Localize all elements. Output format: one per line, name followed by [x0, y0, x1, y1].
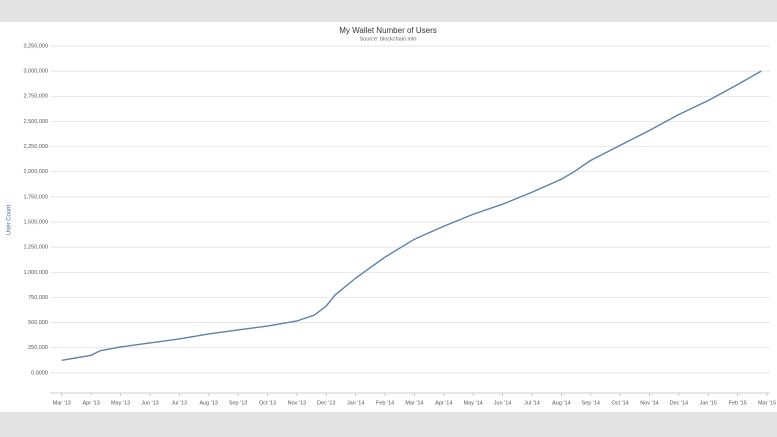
x-tick-label: Dec '14: [670, 400, 688, 406]
x-tick-label: Jan '14: [347, 400, 365, 406]
chart-subtitle: Source: blockchain.info: [360, 36, 417, 42]
x-tick-label: Jul '13: [171, 400, 187, 406]
y-tick-label: 0.0000: [31, 370, 48, 376]
y-tick-label: 3,000,000: [24, 69, 48, 75]
x-tick-label: Jun '14: [494, 400, 512, 406]
x-tick-label: Mar '14: [405, 400, 423, 406]
chart-background: [0, 22, 777, 412]
x-tick-label: May '14: [464, 400, 483, 406]
x-tick-label: Aug '14: [552, 400, 570, 406]
x-tick-label: Aug '13: [199, 400, 217, 406]
y-tick-label: 2,500,000: [24, 119, 48, 125]
y-tick-label: 3,250,000: [24, 43, 48, 49]
x-tick-label: Jul '14: [524, 400, 540, 406]
x-tick-label: Oct '13: [259, 400, 276, 406]
x-tick-label: Nov '14: [640, 400, 658, 406]
x-tick-label: Sep '14: [581, 400, 599, 406]
y-tick-label: 2,250,000: [24, 144, 48, 150]
x-tick-label: Mar '13: [53, 400, 71, 406]
x-tick-label: Jan '15: [699, 400, 717, 406]
data-line: [61, 70, 762, 362]
y-tick-label: 1,250,000: [24, 245, 48, 251]
x-tick-label: May '13: [111, 400, 130, 406]
x-tick-label: Dec '13: [317, 400, 335, 406]
x-tick-label: Feb '14: [376, 400, 394, 406]
chart-title: My Wallet Number of Users: [339, 26, 437, 35]
y-tick-label: 250,000: [28, 345, 48, 351]
y-axis-title: User Count: [7, 205, 13, 236]
x-tick-label: Apr '14: [435, 400, 452, 406]
y-tick-label: 1,750,000: [24, 194, 48, 200]
x-tick-label: Apr '13: [83, 400, 100, 406]
x-tick-label: Sep '13: [229, 400, 247, 406]
x-tick-label: Jun '13: [141, 400, 159, 406]
x-tick-label: Mar '15: [758, 400, 776, 406]
y-tick-label: 1,000,000: [24, 270, 48, 276]
x-tick-label: Feb '15: [729, 400, 747, 406]
y-tick-label: 1,500,000: [24, 219, 48, 225]
y-tick-label: 750,000: [28, 295, 48, 301]
x-tick-label: Oct '14: [611, 400, 628, 406]
y-tick-label: 2,750,000: [24, 94, 48, 100]
x-tick-label: Nov '13: [288, 400, 306, 406]
y-tick-label: 2,000,000: [24, 169, 48, 175]
y-tick-label: 500,000: [28, 320, 48, 326]
